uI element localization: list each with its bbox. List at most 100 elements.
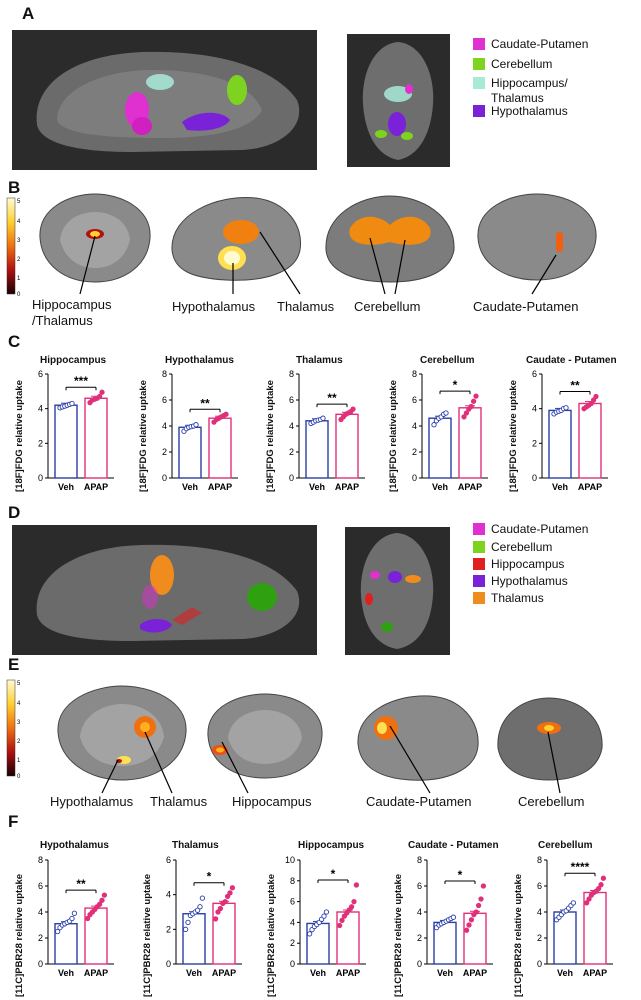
data-point xyxy=(353,882,360,888)
x-tick-label: APAP xyxy=(208,482,232,492)
y-tick-label: 6 xyxy=(166,855,171,865)
x-tick-label: Veh xyxy=(186,968,202,978)
y-axis-label: [11C]PBR28 relative uptake xyxy=(393,873,404,997)
chart-title: Thalamus xyxy=(296,355,343,366)
x-tick-label: Veh xyxy=(552,482,568,492)
data-point xyxy=(450,914,457,920)
hypothalamus-region xyxy=(182,112,230,131)
data-point xyxy=(478,896,484,902)
y-tick-label: 8 xyxy=(412,369,417,379)
x-tick-label: APAP xyxy=(578,482,602,492)
data-point xyxy=(468,403,474,410)
significance-stars: * xyxy=(331,867,336,881)
data-point xyxy=(595,885,602,892)
data-point xyxy=(475,902,482,909)
y-tick-label: 4 xyxy=(532,404,537,414)
legend-a-item: Hypothalamus xyxy=(473,104,568,118)
y-tick-label: 6 xyxy=(162,395,167,405)
significance-stars: ** xyxy=(76,877,86,891)
data-point xyxy=(199,895,206,901)
y-tick-label: 8 xyxy=(38,855,43,865)
x-tick-label: APAP xyxy=(335,482,359,492)
data-point xyxy=(463,927,470,933)
x-tick-label: APAP xyxy=(583,968,607,978)
colorbar-tick: 3 xyxy=(17,720,21,726)
bar xyxy=(463,912,487,965)
y-axis-label: [11C]PBR28 relative uptake xyxy=(513,873,524,997)
label-b-cerebellum: Cerebellum xyxy=(354,299,421,314)
sagittal-brain-image-a xyxy=(12,30,317,170)
legend-d-item: Caudate-Putamen xyxy=(473,522,588,536)
significance-stars: * xyxy=(207,870,212,884)
y-tick-label: 0 xyxy=(162,473,167,483)
x-tick-label: Veh xyxy=(182,482,198,492)
data-point xyxy=(351,898,357,905)
swatch-hippocampus-thalamus xyxy=(473,77,485,89)
significance-stars: ** xyxy=(570,379,580,393)
colorbar-tick: 1 xyxy=(17,758,21,764)
y-tick-label: 2 xyxy=(38,933,43,943)
y-tick-label: 10 xyxy=(285,855,295,865)
data-point xyxy=(480,883,487,889)
y-tick-label: 8 xyxy=(417,855,422,865)
legend-label: Cerebellum xyxy=(491,57,553,71)
y-axis-label: [18F]FDG relative uptake xyxy=(14,380,25,492)
chart-title: Cerebellum xyxy=(538,840,593,851)
data-point xyxy=(99,389,105,395)
swatch-cerebellum xyxy=(473,541,485,553)
data-point xyxy=(586,896,592,902)
data-point xyxy=(470,398,477,404)
data-point xyxy=(583,900,590,906)
swatch-hypothalamus xyxy=(473,105,485,117)
significance-stars: ** xyxy=(327,391,337,405)
sagittal-brain-image-d xyxy=(12,525,317,655)
data-point xyxy=(69,400,75,407)
y-axis-label: [11C]PBR28 relative uptake xyxy=(266,873,277,997)
colorbar-tick: 4 xyxy=(17,701,21,707)
colorbar-tick: 0 xyxy=(17,292,21,298)
axial-brain-image-d xyxy=(345,527,450,655)
data-point xyxy=(350,406,356,412)
y-tick-label: 6 xyxy=(290,897,295,907)
data-point xyxy=(473,909,479,915)
data-point xyxy=(215,909,221,915)
data-point xyxy=(223,411,229,417)
data-point xyxy=(443,410,449,416)
significance-stars: ** xyxy=(200,396,210,410)
y-axis-label: [18F]FDG relative uptake xyxy=(388,380,399,492)
y-tick-label: 4 xyxy=(417,907,422,917)
swatch-hippocampus xyxy=(473,558,485,570)
y-tick-label: 8 xyxy=(537,855,542,865)
panel-label-b: B xyxy=(8,178,21,197)
data-point xyxy=(320,415,326,421)
y-tick-label: 0 xyxy=(289,473,294,483)
x-tick-label: APAP xyxy=(212,968,236,978)
data-point xyxy=(468,917,475,923)
data-point xyxy=(463,410,470,416)
bar xyxy=(428,417,452,479)
chart-title: Caudate - Putamen xyxy=(526,355,617,366)
hippocampus-thalamus-region xyxy=(146,74,174,90)
label-e-hippocampus: Hippocampus xyxy=(232,794,312,809)
colorbar-tick: 1 xyxy=(17,276,21,282)
colorbar-tick: 0 xyxy=(17,774,21,780)
y-tick-label: 0 xyxy=(412,473,417,483)
bar-chart-f3: 0 2 4 6 8 10 Veh APAP * xyxy=(285,855,366,978)
x-tick-label: APAP xyxy=(463,968,487,978)
data-point xyxy=(222,898,228,905)
data-point xyxy=(217,905,224,912)
data-point xyxy=(101,892,108,898)
data-point xyxy=(96,393,103,400)
y-tick-label: 4 xyxy=(38,404,43,414)
coronal-slice-b4 xyxy=(477,193,597,281)
x-tick-label: APAP xyxy=(458,482,482,492)
x-tick-label: Veh xyxy=(557,968,573,978)
y-axis-label: [11C]PBR28 relative uptake xyxy=(14,873,25,997)
data-point xyxy=(598,882,604,888)
data-point xyxy=(339,917,345,923)
x-tick-label: Veh xyxy=(437,968,453,978)
y-tick-label: 6 xyxy=(417,881,422,891)
bar-chart-c4: 0 2 4 6 8 Veh APAP * xyxy=(412,369,488,492)
panel-label-a: A xyxy=(22,4,35,23)
label-e-thalamus: Thalamus xyxy=(150,794,208,809)
